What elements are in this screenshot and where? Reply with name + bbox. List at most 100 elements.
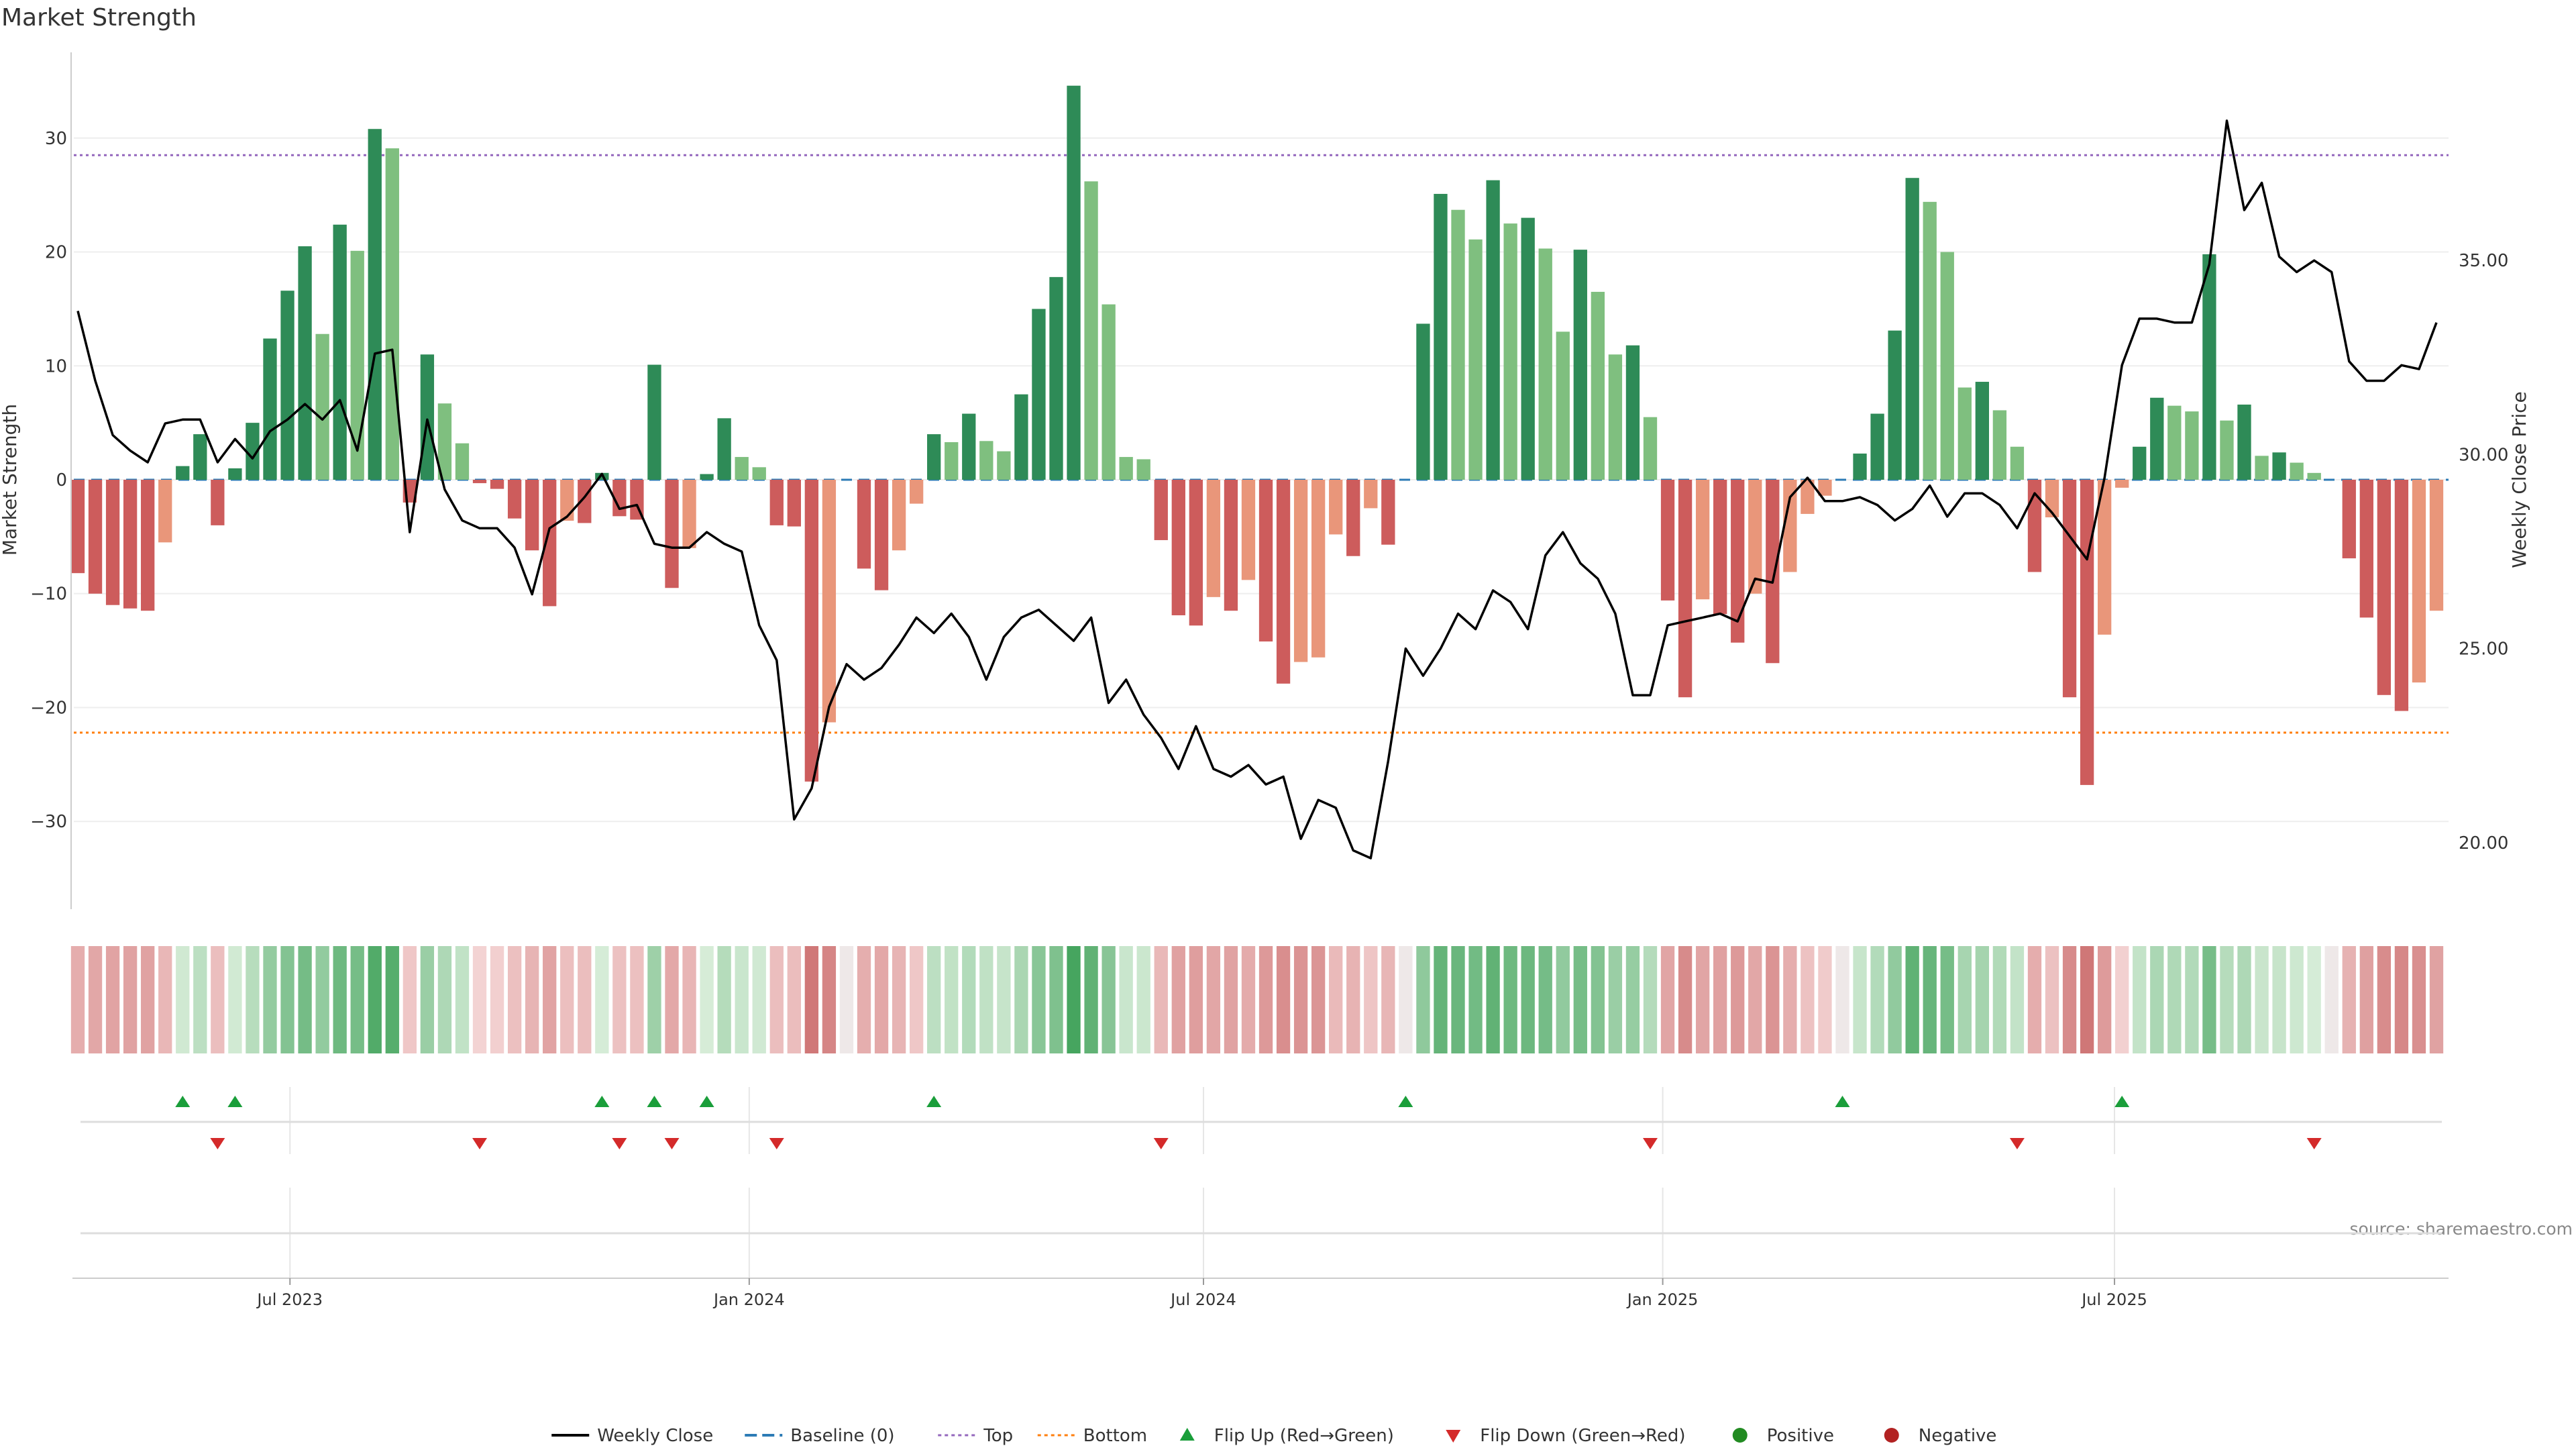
strength-bar <box>2010 446 2025 480</box>
y-axis-right-label: Weekly Close Price <box>2508 391 2530 568</box>
heat-cell <box>176 946 190 1053</box>
strength-bar <box>70 480 85 574</box>
strength-bar <box>682 480 696 548</box>
heat-cell <box>2167 946 2182 1053</box>
heat-cell <box>543 946 557 1053</box>
legend-item: Flip Up (Red→Green) <box>1179 1426 1394 1446</box>
strength-bar <box>1329 480 1343 535</box>
legend-item: Top <box>938 1426 1013 1446</box>
heat-cell <box>1276 946 1291 1053</box>
strength-bar <box>1923 201 1937 480</box>
strength-heat-strip <box>70 946 2444 1053</box>
heat-cell <box>1835 946 1849 1053</box>
heat-cell <box>1154 946 1168 1053</box>
heat-cell <box>1573 946 1587 1053</box>
heat-cell <box>402 946 417 1053</box>
strength-bar <box>1486 180 1500 480</box>
heat-cell <box>647 946 661 1053</box>
flip-down-marker <box>612 1138 627 1149</box>
heat-cell <box>1399 946 1413 1053</box>
heat-cell <box>1853 946 1867 1053</box>
strength-bar <box>1695 480 1710 600</box>
flip-up-marker <box>647 1096 662 1107</box>
strength-bar <box>1783 480 1797 572</box>
strength-bar <box>1818 480 1832 496</box>
heat-cell <box>2429 946 2444 1053</box>
strength-bar <box>2115 480 2129 488</box>
heat-cell <box>1801 946 1815 1053</box>
strength-bar <box>280 291 294 480</box>
strength-bar <box>1241 480 1256 580</box>
strength-bar <box>962 413 976 480</box>
strength-bar <box>1853 453 1867 480</box>
strength-bar <box>2133 446 2147 480</box>
heat-cell <box>1992 946 2007 1053</box>
flip-up-marker <box>227 1096 243 1107</box>
strength-bar <box>787 480 801 527</box>
strength-bar <box>2255 456 2269 480</box>
heat-cell <box>1660 946 1675 1053</box>
strength-bar <box>1660 480 1675 601</box>
flip-down-marker <box>1643 1138 1658 1149</box>
strength-bar <box>141 480 155 611</box>
strength-bar <box>945 442 959 480</box>
strength-bar <box>1573 250 1587 480</box>
heat-cell <box>193 946 207 1053</box>
heat-cell <box>1258 946 1273 1053</box>
strength-bar <box>578 480 592 523</box>
strength-bar <box>2412 480 2426 683</box>
strength-bar <box>123 480 138 609</box>
strength-bar <box>1084 181 1098 480</box>
strength-bar <box>315 333 329 480</box>
x-tick-label: Jul 2024 <box>1169 1290 1236 1309</box>
legend-item: Positive <box>1732 1426 1834 1446</box>
heat-cell <box>333 946 347 1053</box>
strength-bar <box>1888 330 1902 480</box>
heat-cell <box>700 946 714 1053</box>
y-axis-left-label: Market Strength <box>0 404 21 556</box>
heat-cell <box>1171 946 1185 1053</box>
strength-bar <box>2272 452 2286 480</box>
strength-bar <box>507 480 522 519</box>
strength-bar <box>1451 209 1465 480</box>
heat-cell <box>2359 946 2373 1053</box>
strength-bar <box>2185 411 2199 480</box>
heat-cell <box>1608 946 1623 1053</box>
heat-cell <box>665 946 679 1053</box>
heat-cell <box>1329 946 1343 1053</box>
heat-cell <box>1206 946 1221 1053</box>
strength-bar <box>1625 345 1640 480</box>
flip-down-marker <box>1153 1138 1169 1149</box>
heat-cell <box>70 946 85 1053</box>
strength-bar <box>2290 462 2304 480</box>
heat-cell <box>437 946 452 1053</box>
heat-cell <box>1556 946 1570 1053</box>
legend: Weekly Close Baseline (0) Top Bottom Flip Up… <box>551 1426 1996 1446</box>
x-tick-label: Jul 2023 <box>256 1290 323 1309</box>
x-tick-label: Jan 2025 <box>1626 1290 1699 1309</box>
strength-bar <box>2237 404 2251 480</box>
strength-bar <box>420 354 435 480</box>
heat-cell <box>298 946 312 1053</box>
strength-bars <box>70 85 2444 785</box>
heat-cell <box>578 946 592 1053</box>
heat-cell <box>1713 946 1727 1053</box>
strength-bar <box>1608 354 1623 480</box>
heat-cell <box>507 946 522 1053</box>
heat-cell <box>2080 946 2094 1053</box>
flip-up-marker <box>175 1096 191 1107</box>
heat-cell <box>1766 946 1780 1053</box>
strength-bar <box>1119 457 1133 480</box>
flip-down-marker <box>769 1138 784 1149</box>
strength-bar <box>2394 480 2409 711</box>
strength-bar <box>979 441 994 480</box>
heat-cell <box>2324 946 2339 1053</box>
heat-cell <box>769 946 784 1053</box>
heat-cell <box>1119 946 1133 1053</box>
flip-down-marker <box>210 1138 225 1149</box>
heat-cell <box>88 946 103 1053</box>
source-label: source: sharemaestro.com <box>2350 1219 2573 1239</box>
legend-label: Baseline (0) <box>790 1426 894 1446</box>
strength-bar <box>490 480 504 489</box>
heat-cell <box>2220 946 2234 1053</box>
